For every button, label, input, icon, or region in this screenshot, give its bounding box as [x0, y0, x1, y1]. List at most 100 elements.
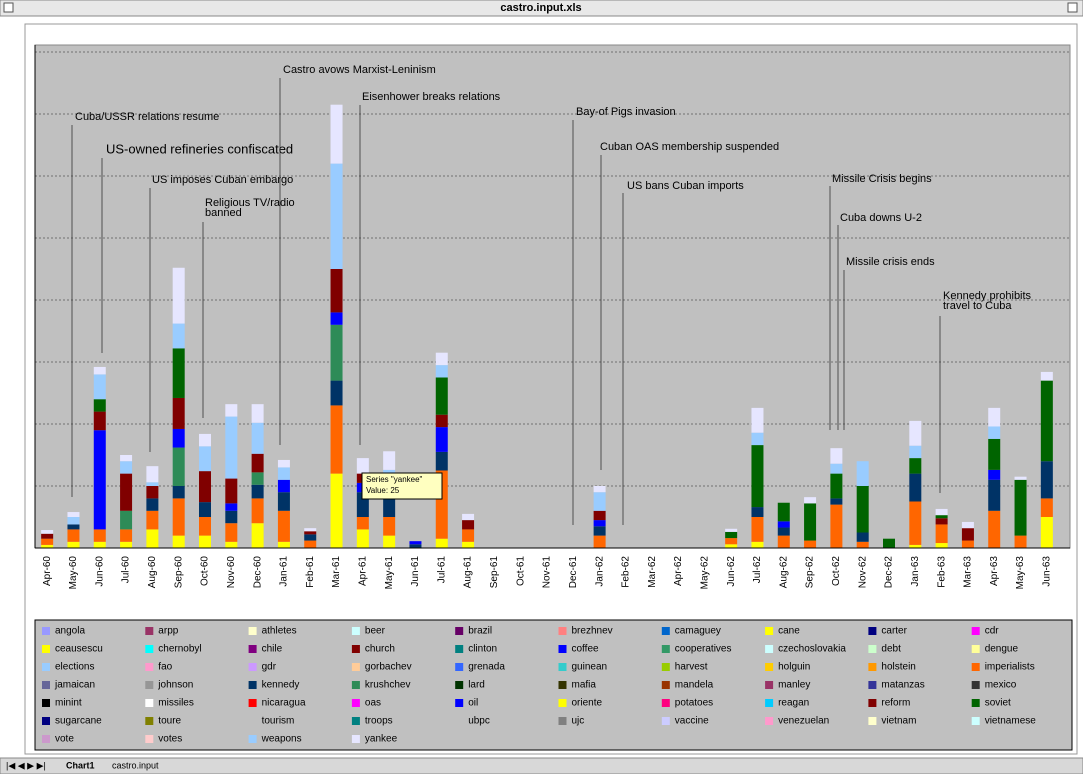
bar-segment: [120, 455, 133, 462]
legend-swatch: [248, 645, 257, 653]
bar-segment: [172, 535, 185, 548]
bar-segment: [804, 497, 817, 504]
annotation: Cuban OAS membership suspended: [600, 141, 779, 153]
bar-segment: [146, 486, 159, 499]
legend-label: toure: [158, 716, 181, 727]
tooltip: [361, 472, 443, 500]
x-tick-label: Jan-63: [910, 556, 921, 587]
legend-swatch: [351, 627, 360, 635]
bar-segment: [225, 510, 238, 524]
bar-segment: [725, 538, 738, 545]
legend-swatch: [145, 663, 154, 671]
bar-segment: [251, 523, 264, 548]
legend-swatch: [145, 681, 154, 689]
legend-swatch: [558, 717, 567, 725]
legend-swatch: [42, 735, 50, 743]
bar-segment: [988, 426, 1001, 439]
bar-segment: [251, 498, 264, 524]
bar-segment: [909, 445, 922, 459]
bar-segment: [1040, 517, 1053, 548]
legend-label: debt: [881, 644, 901, 655]
bar-segment: [172, 348, 185, 398]
legend-swatch: [661, 717, 670, 725]
legend-swatch: [868, 717, 877, 725]
legend-swatch: [42, 663, 50, 671]
bar-segment: [856, 461, 869, 486]
bar-segment: [146, 466, 159, 483]
bar-segment: [67, 529, 80, 542]
bar-segment: [277, 459, 290, 468]
bar-segment: [356, 458, 369, 474]
bar-segment: [1014, 535, 1027, 548]
legend-label: arpp: [158, 626, 178, 637]
legend-label: tourism: [262, 716, 295, 727]
x-tick-label: Sep-60: [173, 556, 184, 589]
legend-label: cdr: [985, 626, 1000, 637]
zoom-box[interactable]: [1067, 2, 1078, 13]
legend-label: oil: [468, 698, 478, 709]
sheet-tab[interactable]: Chart1: [66, 760, 95, 770]
annotation: Missile Crisis begins: [832, 173, 932, 185]
legend-label: reagan: [778, 698, 809, 709]
bar-segment: [304, 540, 317, 548]
x-tick-label: Jun-62: [726, 556, 737, 587]
bar-segment: [435, 414, 448, 428]
legend-label: minint: [55, 698, 82, 709]
legend-label: reform: [881, 698, 910, 709]
legend-swatch: [145, 699, 154, 707]
close-box[interactable]: [3, 2, 14, 13]
bar-segment: [593, 510, 606, 521]
x-tick-label: Dec-61: [568, 556, 579, 589]
legend-swatch: [558, 627, 567, 635]
x-tick-label: Dec-62: [884, 556, 895, 589]
bar-segment: [988, 479, 1001, 511]
legend-label: chile: [262, 644, 283, 655]
sheet-tab[interactable]: castro.input: [112, 760, 159, 770]
legend-label: ubpc: [468, 716, 490, 727]
legend-label: lard: [468, 680, 485, 691]
legend-swatch: [765, 663, 774, 671]
annotation: Eisenhower breaks relations: [362, 91, 501, 103]
legend-swatch: [971, 645, 980, 653]
x-tick-label: Feb-62: [621, 556, 632, 588]
legend-swatch: [868, 681, 877, 689]
bar-segment: [909, 473, 922, 502]
x-tick-label: Apr-63: [989, 556, 1000, 586]
legend-label: sugarcane: [55, 716, 102, 727]
legend-swatch: [248, 627, 257, 635]
legend-swatch: [765, 681, 774, 689]
x-tick-label: Apr-60: [42, 556, 53, 586]
title-bar: [0, 0, 1083, 17]
bar-segment: [304, 534, 317, 541]
legend-label: carter: [881, 626, 907, 637]
legend-label: church: [365, 644, 395, 655]
legend-swatch: [661, 699, 670, 707]
bar-segment: [172, 447, 185, 486]
annotation: US bans Cuban imports: [627, 180, 744, 192]
legend-label: weapons: [261, 734, 302, 745]
bar-segment: [830, 473, 843, 499]
x-tick-label: May-63: [1015, 556, 1026, 590]
annotation: Missile crisis ends: [846, 256, 935, 268]
bar-segment: [199, 517, 211, 536]
legend-label: oas: [365, 698, 381, 709]
x-tick-label: Sep-61: [489, 556, 500, 589]
bar-segment: [935, 518, 948, 525]
bar-segment: [383, 535, 396, 548]
legend-label: yankee: [365, 734, 398, 745]
bar-segment: [909, 544, 922, 548]
legend-swatch: [455, 645, 464, 653]
legend-label: ceausescu: [55, 644, 103, 655]
bar-segment: [225, 404, 238, 417]
bar-segment: [93, 411, 106, 431]
legend-label: beer: [365, 626, 386, 637]
tab-nav[interactable]: |◀ ◀ ▶ ▶|: [6, 760, 46, 770]
legend-swatch: [42, 645, 50, 653]
legend-swatch: [145, 717, 154, 725]
x-tick-label: Oct-62: [831, 556, 842, 586]
bar-segment: [146, 529, 159, 548]
x-tick-label: Nov-60: [226, 556, 237, 589]
bar-segment: [120, 541, 133, 548]
legend-label: brazil: [468, 626, 492, 637]
